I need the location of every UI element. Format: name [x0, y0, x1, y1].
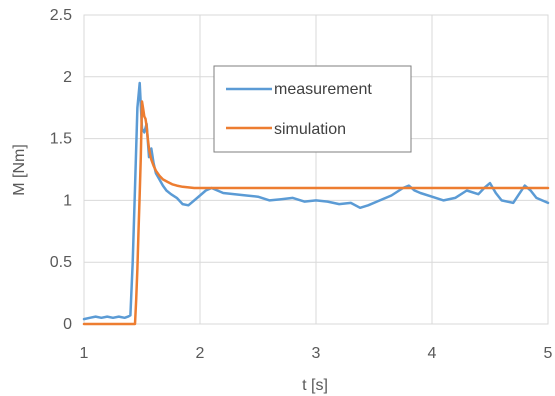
y-tick-labels: 0 0.5 1 1.5 2 2.5 — [50, 7, 72, 333]
legend-box — [213, 65, 412, 153]
x-tick-label: 4 — [428, 345, 437, 362]
x-tick-label: 5 — [544, 345, 553, 362]
x-tick-label: 1 — [80, 345, 89, 362]
y-tick-label: 0.5 — [50, 254, 72, 271]
series-line-simulation — [82, 100, 550, 326]
y-tick-label: 2.5 — [50, 7, 72, 24]
y-tick-label: 2 — [63, 69, 72, 86]
legend-label-simulation: simulation — [274, 121, 346, 138]
x-axis-label: t [s] — [302, 377, 328, 394]
x-tick-labels: 1 2 3 4 5 — [80, 345, 553, 362]
x-tick-label: 3 — [312, 345, 321, 362]
y-tick-label: 1 — [63, 192, 72, 209]
y-tick-label: 1.5 — [50, 131, 72, 148]
legend: measurement simulation — [213, 65, 412, 153]
series-layer — [82, 81, 550, 326]
y-axis-label: M [Nm] — [11, 144, 28, 196]
legend-label-measurement: measurement — [274, 81, 372, 98]
x-tick-label: 2 — [196, 345, 205, 362]
series-line-measurement — [82, 81, 550, 321]
plot-area-border — [83, 14, 549, 325]
y-tick-label: 0 — [63, 316, 72, 333]
